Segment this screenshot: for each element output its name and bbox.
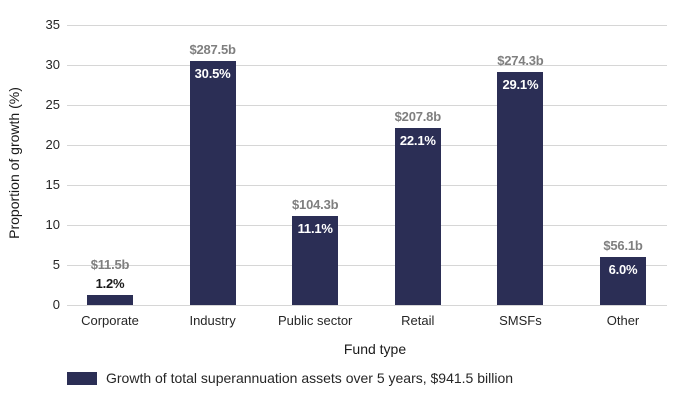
bar: [394, 128, 441, 305]
bar: [189, 61, 236, 305]
bar: [292, 216, 339, 305]
bar-percent-label: 22.1%: [399, 133, 436, 149]
bar-amount-label: $11.5b: [90, 257, 130, 273]
gridline: [67, 184, 667, 186]
category-label: Other: [606, 313, 640, 328]
bar-percent-label: 29.1%: [502, 77, 539, 93]
y-tick-label: 25: [45, 97, 60, 112]
bar-amount-label: $104.3b: [292, 197, 339, 213]
y-tick-label: 10: [45, 217, 60, 232]
y-tick-label: 30: [45, 57, 60, 72]
gridline: [67, 144, 667, 146]
gridline: [67, 64, 667, 66]
y-tick-label: 5: [52, 257, 60, 272]
gridline: [67, 224, 667, 226]
legend-label: Growth of total superannuation assets ov…: [106, 370, 514, 386]
gridline: [67, 264, 667, 266]
y-tick-label: 0: [52, 297, 60, 312]
gridline: [67, 104, 667, 106]
bar-amount-label: $56.1b: [603, 238, 643, 253]
y-tick-label: 35: [45, 17, 60, 32]
bar-amount-label: $287.5b: [189, 42, 236, 57]
gridline: [67, 304, 667, 306]
category-label: Industry: [189, 313, 236, 328]
y-tick-label: 15: [45, 177, 60, 192]
category-label: Corporate: [81, 313, 139, 328]
bar: [600, 257, 646, 305]
gridline: [67, 24, 667, 26]
bar-percent-label: 11.1%: [297, 221, 333, 237]
bar: [87, 295, 133, 305]
bar-percent-label: 1.2%: [95, 276, 125, 292]
bar-percent-label: 30.5%: [194, 66, 231, 81]
x-axis-title: Fund type: [343, 341, 407, 357]
bar-amount-label: $207.8b: [394, 109, 442, 125]
bar-percent-label: 6.0%: [608, 262, 638, 277]
y-axis-title: Proportion of growth (%): [6, 87, 22, 239]
category-label: Retail: [401, 313, 435, 328]
legend-swatch: [67, 371, 97, 385]
category-label: SMSFs: [499, 313, 542, 328]
bar: [497, 72, 544, 305]
legend: Growth of total superannuation assets ov…: [67, 370, 513, 386]
category-label: Public sector: [277, 313, 353, 328]
y-tick-label: 20: [45, 137, 60, 152]
bar-amount-label: $274.3b: [497, 53, 544, 69]
